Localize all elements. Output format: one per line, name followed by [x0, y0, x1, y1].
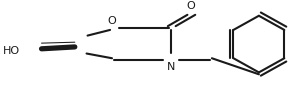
Text: O: O [108, 16, 116, 26]
Text: O: O [186, 1, 195, 11]
Text: N: N [167, 62, 175, 72]
Text: HO: HO [3, 46, 20, 56]
